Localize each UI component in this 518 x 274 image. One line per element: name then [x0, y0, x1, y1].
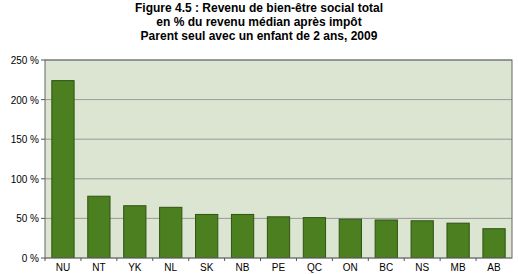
bar: [447, 223, 469, 258]
x-tick: [80, 258, 81, 261]
x-tick-label: MB: [451, 262, 466, 273]
x-tick-label: NT: [92, 262, 105, 273]
x-tick-label: AB: [487, 262, 501, 273]
x-tick: [404, 258, 405, 261]
tick: [41, 60, 45, 61]
bar: [88, 196, 110, 258]
tick: [41, 258, 45, 259]
x-tick: [440, 258, 441, 261]
bars: [52, 81, 505, 258]
x-tick: [332, 258, 333, 261]
plot-frame: [45, 60, 512, 258]
x-tick: [260, 258, 261, 261]
tick: [41, 139, 45, 140]
grid-line: [45, 139, 512, 140]
x-tick-label: QC: [307, 262, 322, 273]
x-tick: [224, 258, 225, 261]
bar: [160, 207, 182, 258]
bar: [411, 221, 433, 258]
x-tick-label: SK: [200, 262, 214, 273]
x-tick: [368, 258, 369, 261]
y-tick-label: 0 %: [22, 253, 39, 264]
title: Figure 4.5 : Revenu de bien-être social …: [135, 1, 383, 15]
x-tick-label: NL: [164, 262, 177, 273]
bar: [375, 220, 397, 258]
x-tick-label: PE: [272, 262, 286, 273]
grid-line: [45, 178, 512, 179]
tick: [41, 178, 45, 179]
tick: [41, 99, 45, 100]
x-tick: [152, 258, 153, 261]
x-tick: [188, 258, 189, 261]
x-tick-label: NU: [56, 262, 70, 273]
y-tick-label: 150 %: [11, 134, 39, 145]
bar: [339, 219, 361, 258]
x-tick: [296, 258, 297, 261]
bar: [303, 218, 325, 258]
y-tick-label: 50 %: [16, 213, 39, 224]
bar: [483, 229, 505, 258]
bar: [52, 81, 74, 258]
bar: [124, 206, 146, 258]
y-tick-label: 100 %: [11, 174, 39, 185]
x-tick-label: ON: [343, 262, 358, 273]
bar: [267, 217, 289, 258]
bar: [231, 214, 253, 258]
grid-line: [45, 99, 512, 100]
x-tick-label: NB: [236, 262, 250, 273]
tick: [41, 218, 45, 219]
x-tick-label: NS: [415, 262, 429, 273]
plot-area: [45, 60, 512, 258]
chart: Figure 4.5 : Revenu de bien-être social …: [0, 0, 518, 274]
bar: [196, 214, 218, 258]
x-tick-label: BC: [379, 262, 393, 273]
title: Parent seul avec un enfant de 2 ans, 200…: [141, 29, 378, 43]
y-tick-label: 250 %: [11, 55, 39, 66]
y-tick-label: 200 %: [11, 95, 39, 106]
x-tick: [476, 258, 477, 261]
title: en % du revenu médian après impôt: [156, 15, 361, 29]
x-tick: [45, 258, 46, 261]
x-tick: [116, 258, 117, 261]
x-tick-label: YK: [128, 262, 142, 273]
